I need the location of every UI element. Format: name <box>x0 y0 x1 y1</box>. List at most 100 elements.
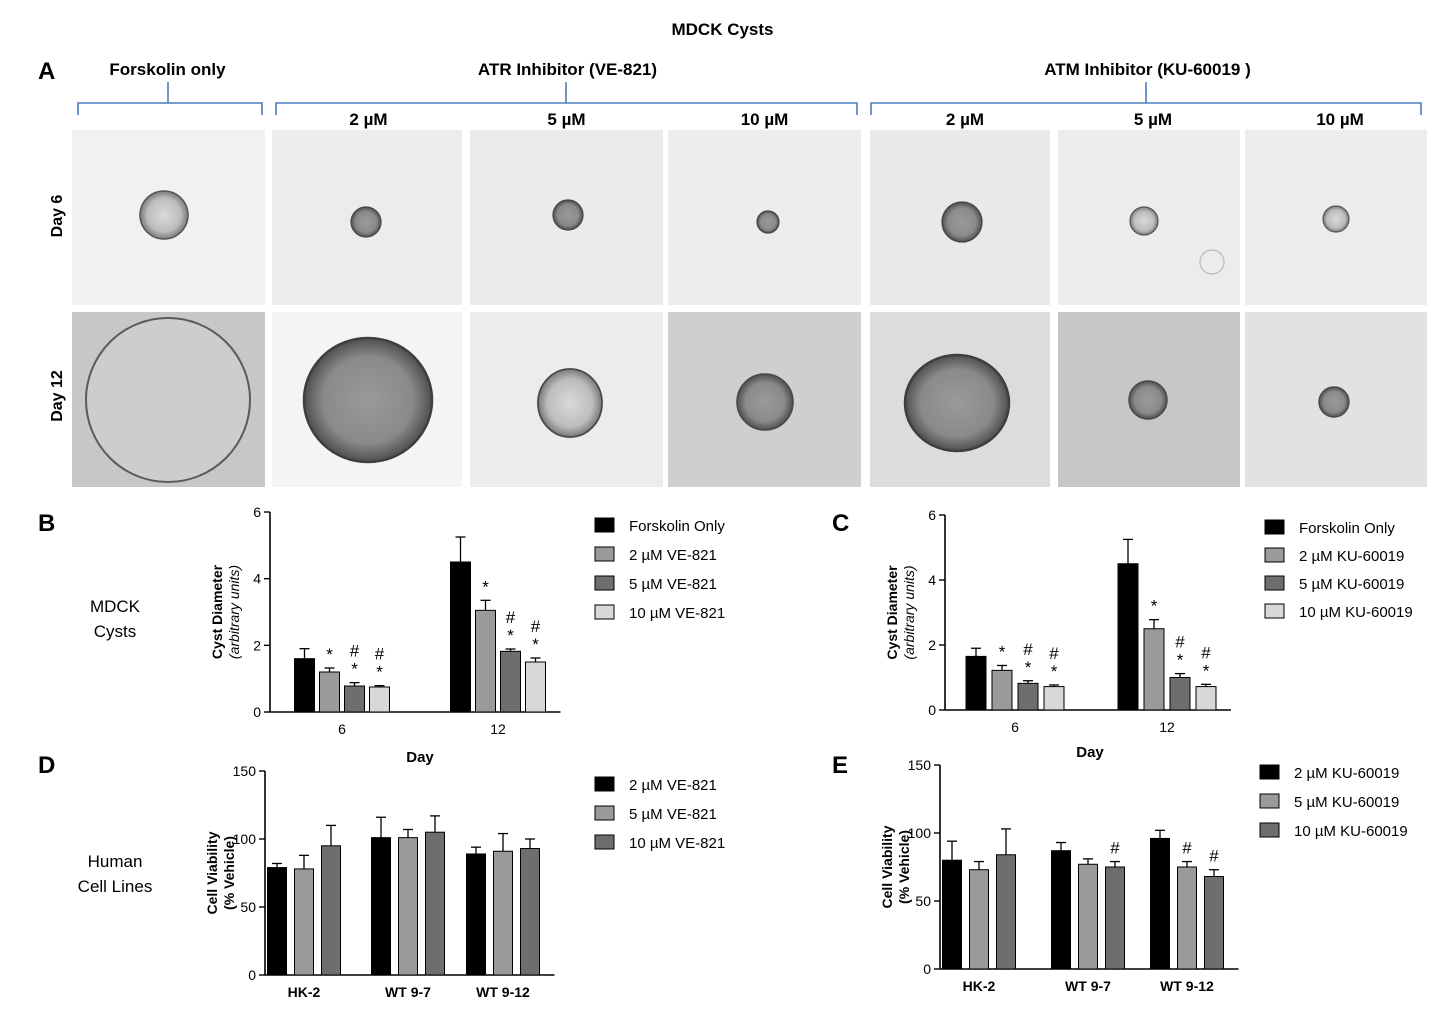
bar-C-1-0 <box>1117 563 1139 711</box>
bar-B-0-3 <box>369 686 390 713</box>
sig-mark-B-1-2-0: # <box>506 608 516 627</box>
sig-mark-B-0-3-1: * <box>376 663 383 682</box>
bar-D-0-0 <box>267 867 287 976</box>
bar-D-2-1 <box>493 850 513 976</box>
sig-mark-C-1-2-1: * <box>1177 651 1184 670</box>
x-tick-label-D: WT 9-12 <box>476 984 530 1000</box>
legend-label-C-1: 2 µM KU-60019 <box>1299 548 1404 565</box>
side-label-human-line1: Human <box>87 852 143 871</box>
sig-mark-B-1-1-0: * <box>482 577 489 596</box>
conc-label-atm-5: 5 µM <box>1133 110 1173 129</box>
brace-forskolin <box>77 82 263 115</box>
sig-mark-C-0-3-0: # <box>1049 644 1059 663</box>
x-tick-label-B: 6 <box>338 721 346 737</box>
y-tick-label-E: 150 <box>908 757 932 773</box>
sig-mark-C-0-2-0: # <box>1023 640 1033 659</box>
y-axis-label-E: Cell Viability <box>879 825 895 908</box>
bar-B-1-2 <box>500 650 521 713</box>
side-label-mdck-line1: MDCK <box>89 597 141 616</box>
legend-label-B-0: Forskolin Only <box>629 518 725 535</box>
group-braces <box>77 82 1422 115</box>
sig-mark-C-0-3-1: * <box>1051 662 1058 681</box>
bar-B-0-2 <box>344 685 365 713</box>
legend-swatch-B-3 <box>594 604 615 620</box>
sig-mark-C-1-1-0: * <box>1151 597 1158 616</box>
legend-label-E-2: 10 µM KU-60019 <box>1294 823 1408 840</box>
legend-swatch-E-0 <box>1259 764 1280 780</box>
micro-row-day12 <box>72 312 1427 487</box>
sig-mark-B-1-2-1: * <box>507 626 514 645</box>
micrograph-grid <box>72 130 1427 487</box>
conc-label-atm-2: 2 µM <box>945 110 985 129</box>
sig-mark-B-1-3-1: * <box>532 635 539 654</box>
brace-atr <box>275 82 858 115</box>
conc-label-atr-10: 10 µM <box>740 110 789 129</box>
y-tick-label-B: 6 <box>253 504 261 520</box>
side-label-human: Human Cell Lines <box>60 849 170 899</box>
bar-C-1-2 <box>1169 677 1191 711</box>
sig-mark-C-1-3-0: # <box>1201 643 1211 662</box>
sig-mark-C-0-2-1: * <box>1025 658 1032 677</box>
y-tick-label-B: 0 <box>253 704 261 720</box>
legend-swatch-B-1 <box>594 546 615 562</box>
cyst-d12-atm-5 <box>1128 380 1168 420</box>
legend-swatch-B-2 <box>594 575 615 591</box>
y-tick-label-B: 2 <box>253 637 261 653</box>
legend-swatch-B-0 <box>594 517 615 533</box>
x-tick-label-B: 12 <box>490 721 506 737</box>
x-tick-label-E: WT 9-12 <box>1160 978 1214 994</box>
legend-swatch-C-1 <box>1264 547 1285 563</box>
legend-swatch-D-0 <box>594 776 615 792</box>
chart-d: 0 50 100 150 Cell Viability (% Vehicle) HK-2 WT… <box>204 763 725 1000</box>
bar-D-2-0 <box>466 853 486 976</box>
bar-B-1-3 <box>525 661 546 713</box>
sig-mark-B-0-1-0: * <box>326 645 333 664</box>
bar-E-2-0 <box>1150 837 1170 970</box>
legend-label-B-1: 2 µM VE-821 <box>629 547 717 564</box>
bar-E-0-0 <box>942 859 962 970</box>
panel-letter-d: D <box>38 752 56 779</box>
y-axis-sublabel-C: (arbitrary units) <box>901 565 917 659</box>
bar-C-0-3 <box>1043 686 1065 711</box>
bar-B-0-0 <box>294 658 315 713</box>
y-tick-label-C: 4 <box>928 572 936 588</box>
panel-letter-a: A <box>38 58 56 85</box>
bar-E-1-0 <box>1051 850 1071 970</box>
x-axis-label-B: Day <box>406 749 434 765</box>
bar-D-1-0 <box>371 837 391 976</box>
cyst-d12-atr-2 <box>302 336 434 464</box>
legend-label-B-3: 10 µM VE-821 <box>629 605 725 622</box>
chart-e: 0 50 100 150 Cell Viability (% Vehicle) HK-2 # W… <box>879 757 1408 994</box>
legend-swatch-D-1 <box>594 805 615 821</box>
legend-swatch-C-0 <box>1264 519 1285 535</box>
sig-mark-C-1-3-1: * <box>1203 661 1210 680</box>
legend-label-D-2: 10 µM VE-821 <box>629 835 725 852</box>
cyst-d12-atr-10 <box>736 373 794 431</box>
y-axis-sublabel-D: (% Vehicle) <box>221 836 237 910</box>
conc-label-atr-5: 5 µM <box>547 110 586 129</box>
cyst-d6-atr-5 <box>552 199 584 231</box>
y-tick-label-D: 100 <box>233 831 257 847</box>
cyst-d12-atr-5 <box>537 368 603 438</box>
bar-B-1-1 <box>475 609 496 713</box>
group-label-forskolin: Forskolin only <box>109 60 226 79</box>
legend-label-E-0: 2 µM KU-60019 <box>1294 765 1399 782</box>
y-axis-label-C: Cyst Diameter <box>884 565 900 660</box>
x-tick-label-E: HK-2 <box>963 978 996 994</box>
bar-C-0-1 <box>991 669 1013 711</box>
cyst-d12-forskolin <box>85 317 251 483</box>
y-tick-label-D: 0 <box>248 967 256 983</box>
y-axis-sublabel-E: (% Vehicle) <box>896 830 912 904</box>
cyst-d6-atm-5 <box>1129 206 1159 236</box>
sig-mark-C-1-2-0: # <box>1175 633 1185 652</box>
bar-E-1-1 <box>1078 863 1098 970</box>
legend-swatch-C-2 <box>1264 575 1285 591</box>
bar-B-1-0 <box>450 561 471 713</box>
y-axis-sublabel-B: (arbitrary units) <box>226 565 242 659</box>
bar-E-2-2 <box>1204 876 1224 970</box>
micro-row-day6 <box>72 130 1427 305</box>
bar-C-0-0 <box>965 655 987 711</box>
x-tick-label-D: HK-2 <box>288 984 321 1000</box>
